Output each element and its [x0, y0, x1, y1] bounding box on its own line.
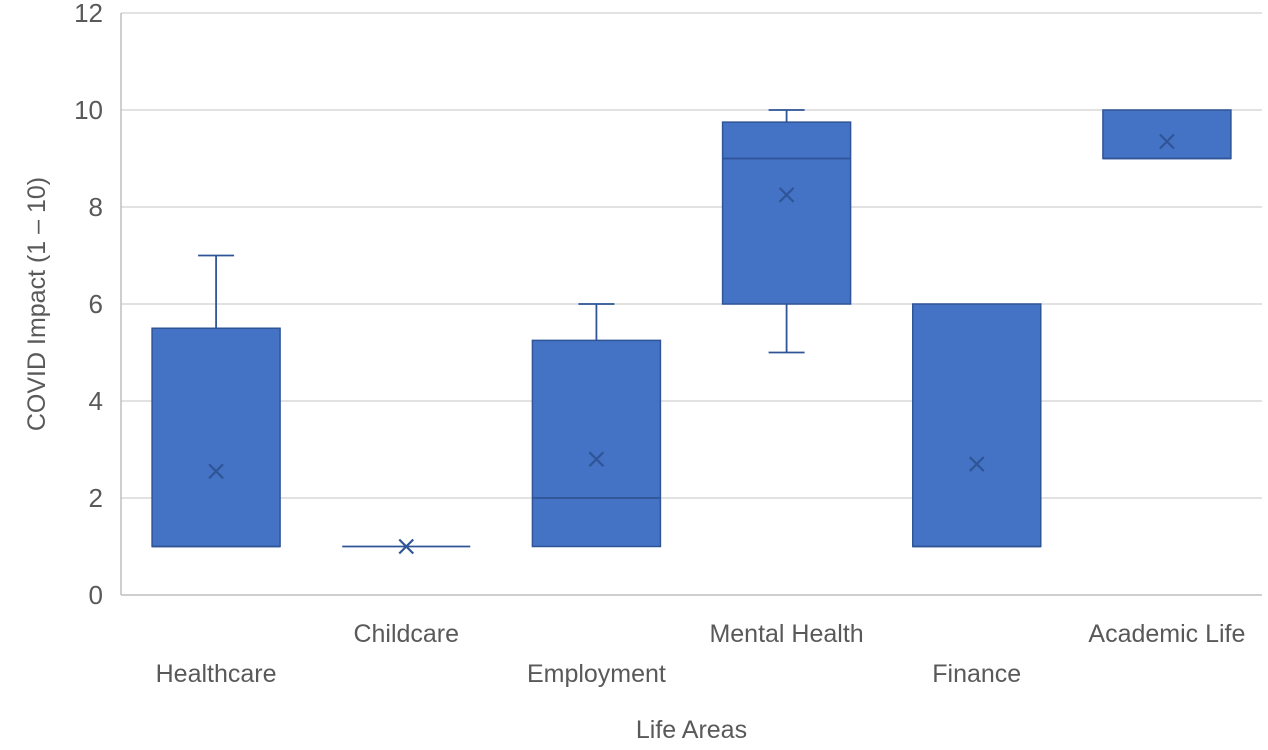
- box-body: [531, 339, 662, 548]
- gridlines: [121, 12, 1262, 499]
- box-0: [151, 254, 281, 548]
- box-1: [342, 538, 471, 555]
- y-tick-labels: 0 2 4 6 8 10 12: [74, 0, 103, 610]
- category-label: Finance: [932, 660, 1021, 688]
- axes: [120, 13, 1262, 596]
- category-label: Academic Life: [1088, 620, 1245, 648]
- boxes: [151, 109, 1232, 555]
- mean-marker: [1159, 133, 1175, 150]
- y-tick-label: 10: [74, 95, 103, 125]
- box-body: [151, 327, 281, 548]
- mean-marker: [778, 187, 795, 203]
- mean-marker: [208, 463, 224, 480]
- mean-marker: [398, 538, 415, 555]
- y-tick-label: 6: [89, 289, 103, 319]
- y-axis-title: COVID Impact (1 – 10): [23, 177, 51, 431]
- box-body: [1102, 109, 1232, 160]
- category-label: Mental Health: [709, 620, 863, 648]
- y-tick-label: 12: [74, 0, 103, 28]
- box-4: [912, 303, 1042, 548]
- x-axis-title: Life Areas: [636, 716, 747, 744]
- y-tick-label: 0: [89, 580, 103, 610]
- category-label: Childcare: [353, 620, 459, 648]
- box-5: [1102, 109, 1232, 160]
- box-body: [912, 303, 1042, 548]
- y-tick-label: 2: [89, 483, 103, 513]
- y-tick-label: 4: [89, 386, 103, 416]
- box-body: [721, 121, 852, 305]
- mean-marker: [588, 451, 605, 467]
- category-labels: Healthcare Childcare Employment Mental Heal…: [156, 620, 1246, 688]
- category-label: Employment: [527, 660, 666, 688]
- box-2: [531, 303, 662, 548]
- category-label: Healthcare: [156, 660, 277, 688]
- mean-marker: [968, 456, 985, 472]
- y-tick-label: 8: [89, 192, 103, 222]
- box-3: [721, 109, 852, 354]
